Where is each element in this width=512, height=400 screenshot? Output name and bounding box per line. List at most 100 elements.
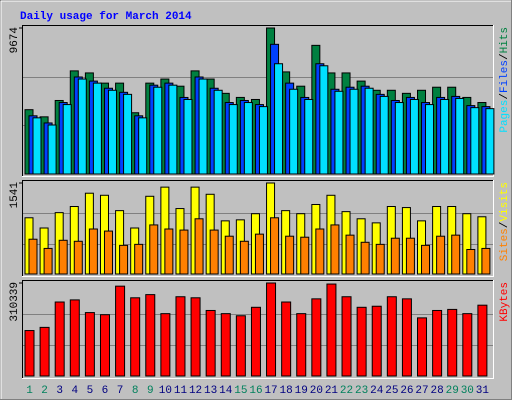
bar	[160, 313, 171, 377]
x-tick-label: 2	[41, 385, 48, 397]
bar	[425, 104, 435, 175]
bar	[462, 313, 473, 377]
bar	[168, 84, 178, 175]
legend: Sites/Visits	[499, 182, 511, 261]
x-tick-label: 17	[264, 385, 277, 397]
bar	[360, 241, 370, 275]
bar	[153, 86, 163, 175]
x-tick-label: 1	[26, 385, 33, 397]
bar	[62, 104, 72, 175]
x-tick-label: 12	[189, 385, 202, 397]
bar	[409, 98, 419, 175]
bar	[417, 317, 428, 377]
x-tick-label: 31	[476, 385, 490, 397]
bar	[28, 238, 38, 275]
legend-entry: Hits	[499, 27, 511, 53]
x-tick-label: 30	[461, 385, 474, 397]
bar	[285, 235, 295, 275]
bar	[107, 89, 117, 175]
bar	[375, 243, 385, 275]
bar	[149, 224, 159, 275]
bar	[266, 282, 277, 377]
x-tick-label: 23	[355, 385, 368, 397]
bar	[315, 228, 325, 275]
legend-entry: Sites	[499, 228, 511, 261]
bar	[421, 244, 431, 275]
bar	[289, 88, 299, 175]
bar	[175, 296, 186, 377]
bar	[239, 240, 249, 275]
bar	[455, 97, 465, 175]
bar	[405, 237, 415, 275]
bar	[258, 106, 268, 175]
bar	[73, 240, 83, 275]
bar	[371, 305, 382, 377]
bar	[477, 304, 488, 377]
bar	[243, 102, 253, 175]
bar	[92, 82, 102, 175]
bar	[334, 90, 344, 175]
bar	[394, 102, 404, 175]
x-tick-label: 11	[174, 385, 188, 397]
x-tick-label: 16	[249, 385, 262, 397]
bar	[194, 218, 204, 275]
bar	[99, 314, 110, 377]
x-tick-label: 13	[204, 385, 217, 397]
legend-separator: /	[499, 53, 511, 60]
bar	[145, 294, 156, 377]
bar	[69, 299, 80, 377]
bar	[326, 283, 337, 377]
x-tick-label: 8	[132, 385, 139, 397]
x-tick-label: 20	[310, 385, 323, 397]
bar	[341, 296, 352, 377]
x-tick-label: 5	[87, 385, 94, 397]
bar	[274, 63, 284, 175]
bar	[270, 217, 280, 275]
bar	[224, 235, 234, 275]
bar	[485, 108, 495, 175]
bar	[300, 236, 310, 275]
bar	[220, 313, 231, 377]
bar	[390, 237, 400, 275]
x-tick-label: 10	[159, 385, 172, 397]
bar	[213, 89, 223, 175]
x-tick-label: 7	[117, 385, 124, 397]
legend-entry: Files	[499, 60, 511, 93]
bar	[481, 247, 491, 275]
bar	[401, 298, 412, 377]
bar	[123, 93, 133, 175]
bar	[43, 247, 53, 275]
bar	[304, 98, 314, 175]
bar	[47, 124, 57, 175]
bar	[254, 233, 264, 275]
bar	[205, 309, 216, 377]
x-tick-label: 9	[147, 385, 154, 397]
legend-entry: Pages	[499, 100, 511, 133]
bar	[436, 235, 446, 275]
bar	[119, 244, 129, 275]
bar	[39, 326, 50, 377]
bar	[311, 298, 322, 377]
legend: Pages/Files/Hits	[499, 27, 511, 133]
bar	[54, 301, 65, 377]
bar	[250, 306, 261, 377]
bar	[296, 313, 307, 377]
bar	[164, 228, 174, 275]
bar	[24, 330, 35, 377]
bar	[130, 297, 141, 377]
x-tick-label: 28	[431, 385, 444, 397]
bar	[330, 224, 340, 275]
bar	[319, 65, 329, 175]
x-tick-label: 3	[56, 385, 63, 397]
x-tick-label: 24	[370, 385, 384, 397]
bar	[88, 228, 98, 275]
bar	[183, 98, 193, 175]
bar	[209, 229, 219, 275]
bar	[470, 107, 480, 175]
y-tick-label: 9674	[9, 27, 21, 54]
legend-entry: Visits	[499, 182, 511, 222]
bar	[134, 243, 144, 275]
bar	[77, 78, 87, 175]
